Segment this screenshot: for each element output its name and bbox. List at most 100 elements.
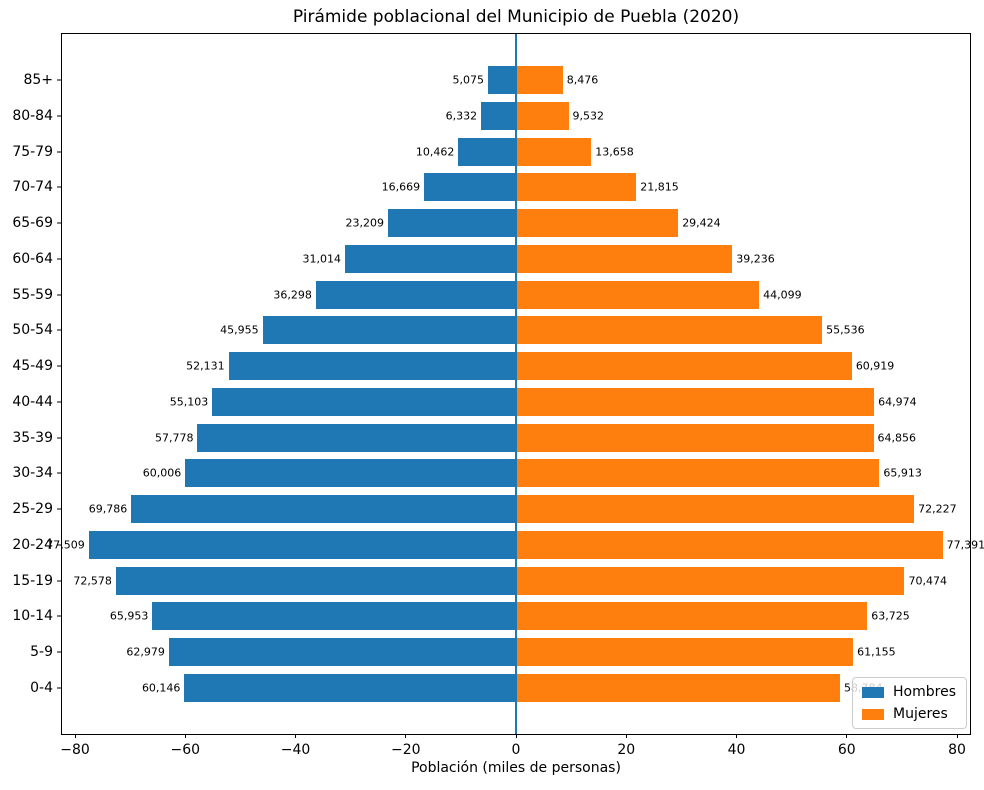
bar-label-hombres-5-9: 62,979 <box>126 645 165 659</box>
bar-label-mujeres-20-24: 77,391 <box>946 538 984 552</box>
x-tick-mark <box>736 734 737 738</box>
x-tick-mark <box>74 734 76 738</box>
y-tick-label-5-9: 5-9 <box>30 644 53 660</box>
y-tick-mark <box>57 580 61 581</box>
bar-mujeres-85+ <box>516 66 563 94</box>
bar-label-hombres-25-29: 69,786 <box>88 502 128 516</box>
bar-hombres-40-44 <box>212 387 516 416</box>
y-tick-mark <box>57 544 61 546</box>
bar-mujeres-30-34 <box>516 459 880 488</box>
y-tick-label-35-39: 35-39 <box>12 429 53 446</box>
plot-area: 5,075 8,476 6,332 9,532 10,462 13,658 16,669 21… <box>12 33 984 758</box>
bar-label-mujeres-85+: 8,476 <box>566 73 599 87</box>
bar-label-mujeres-35-39: 64,856 <box>877 431 917 444</box>
bar-label-hombres-60-64: 31,014 <box>302 252 342 266</box>
x-tick-label-0: 0 <box>511 742 521 758</box>
y-tick-mark <box>57 329 61 331</box>
y-tick-label-40-44: 40-44 <box>12 393 53 410</box>
y-tick-label-85+: 85+ <box>23 72 53 88</box>
x-tick-label-−40: −40 <box>280 742 311 758</box>
y-tick-mark <box>57 115 61 117</box>
bar-label-mujeres-30-34: 65,913 <box>883 466 922 480</box>
x-tick-mark <box>956 734 958 738</box>
bar-mujeres-35-39 <box>516 423 874 452</box>
bar-label-mujeres-65-69: 29,424 <box>682 216 721 230</box>
bar-label-mujeres-60-64: 39,236 <box>736 252 775 266</box>
y-tick-label-10-14: 10-14 <box>12 608 53 625</box>
bar-label-mujeres-50-54: 55,536 <box>826 323 865 337</box>
x-tick-label-80: 80 <box>948 742 966 758</box>
x-axis-label: Población (miles de personas) <box>411 760 621 776</box>
y-tick-label-50-54: 50-54 <box>12 322 53 339</box>
y-tick-label-65-69: 65-69 <box>12 215 53 231</box>
bar-hombres-30-34 <box>185 459 516 488</box>
y-tick-mark <box>57 651 61 653</box>
y-tick-mark <box>57 186 61 188</box>
hombres-color-swatch <box>862 686 885 698</box>
y-tick-label-0-4: 0-4 <box>30 679 53 696</box>
bar-hombres-70-74 <box>424 173 516 202</box>
bar-hombres-35-39 <box>197 423 516 452</box>
bar-mujeres-10-14 <box>516 602 868 631</box>
bar-label-hombres-30-34: 60,006 <box>142 466 182 480</box>
bar-label-hombres-35-39: 57,778 <box>154 431 194 444</box>
bar-hombres-10-14 <box>152 602 516 631</box>
bar-mujeres-5-9 <box>516 638 854 666</box>
bar-hombres-5-9 <box>168 638 516 666</box>
y-tick-label-60-64: 60-64 <box>12 250 53 267</box>
bar-label-mujeres-45-49: 60,919 <box>855 359 895 373</box>
y-tick-mark <box>57 365 61 367</box>
bar-label-mujeres-40-44: 64,974 <box>878 395 917 409</box>
y-tick-mark <box>57 687 61 689</box>
y-tick-mark <box>57 508 61 510</box>
bar-mujeres-40-44 <box>516 387 875 416</box>
legend-entry-hombres: Hombres <box>862 684 956 700</box>
bar-hombres-50-54 <box>262 316 516 345</box>
bar-label-hombres-45-49: 52,131 <box>186 359 225 373</box>
bar-label-mujeres-70-74: 21,815 <box>640 180 679 194</box>
x-tick-mark <box>295 734 296 738</box>
bar-hombres-60-64 <box>345 244 516 273</box>
bar-mujeres-20-24 <box>516 530 943 559</box>
legend-entry-mujeres: Mujeres <box>862 706 956 722</box>
bar-mujeres-80-84 <box>516 101 569 130</box>
zero-axis-line <box>515 34 517 734</box>
bar-label-hombres-50-54: 45,955 <box>220 323 259 337</box>
bar-label-hombres-20-24: 77,509 <box>46 538 85 552</box>
y-tick-mark <box>57 222 61 224</box>
x-tick-label-60: 60 <box>837 742 856 758</box>
legend-label-mujeres: Mujeres <box>893 706 948 722</box>
bar-mujeres-70-74 <box>516 173 637 202</box>
bar-hombres-45-49 <box>228 352 516 380</box>
y-tick-mark <box>57 615 61 617</box>
legend: Hombres Mujeres <box>852 677 967 729</box>
bar-mujeres-75-79 <box>516 137 592 166</box>
bar-mujeres-25-29 <box>516 495 915 523</box>
bar-mujeres-60-64 <box>516 244 733 273</box>
bar-hombres-65-69 <box>388 209 516 237</box>
legend-label-hombres: Hombres <box>893 684 956 700</box>
bar-label-hombres-0-4: 60,146 <box>141 681 181 695</box>
bar-label-mujeres-55-59: 44,099 <box>763 288 802 301</box>
bar-label-mujeres-10-14: 63,725 <box>871 609 910 623</box>
y-tick-label-15-19: 15-19 <box>12 572 53 589</box>
y-tick-mark <box>57 472 61 474</box>
bar-label-mujeres-5-9: 61,155 <box>857 645 896 659</box>
y-tick-mark <box>57 79 61 81</box>
y-tick-label-75-79: 75-79 <box>12 143 53 160</box>
bar-mujeres-45-49 <box>516 352 852 380</box>
x-tick-label-−60: −60 <box>170 742 201 758</box>
bar-label-hombres-70-74: 16,669 <box>381 180 421 194</box>
chart-title: Pirámide poblacional del Municipio de Pu… <box>292 7 740 27</box>
y-tick-mark <box>57 401 61 403</box>
y-tick-label-30-34: 30-34 <box>12 465 53 482</box>
bar-label-hombres-65-69: 23,209 <box>345 216 385 230</box>
x-tick-label-−80: −80 <box>60 742 90 758</box>
x-tick-mark <box>184 734 186 738</box>
bar-hombres-80-84 <box>481 101 516 130</box>
x-tick-mark <box>515 734 517 738</box>
y-tick-label-80-84: 80-84 <box>12 107 53 124</box>
x-tick-mark <box>625 734 627 738</box>
bar-mujeres-65-69 <box>516 209 679 237</box>
bar-label-mujeres-75-79: 13,658 <box>595 145 634 158</box>
